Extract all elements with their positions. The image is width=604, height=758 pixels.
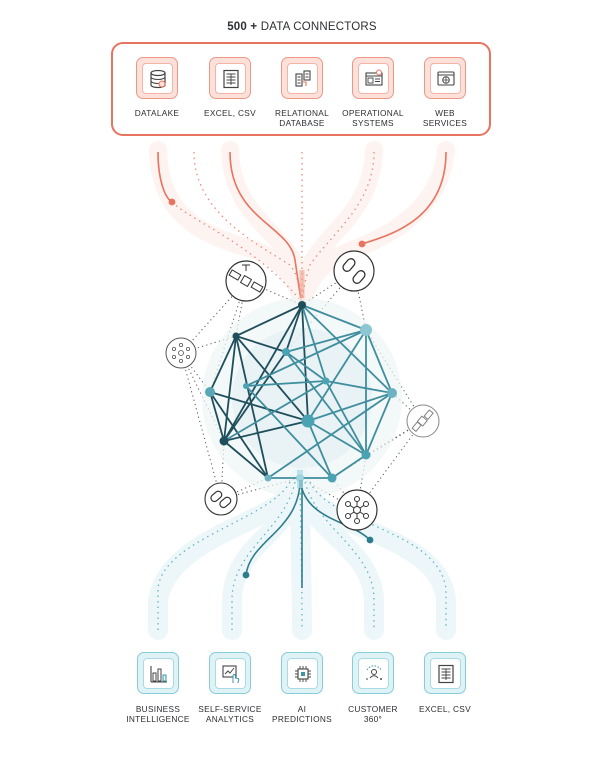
customer-360-icon [365,664,382,680]
satellite-hub-bottom [336,489,378,531]
spreadsheet-icon [437,664,454,683]
output-tile-excel-csv[interactable] [424,652,466,694]
database-icon [149,69,166,88]
operational-systems-icon [364,69,383,86]
relational-database-icon [294,69,311,87]
satellite-link-top [333,250,375,292]
spreadsheet-icon [222,69,239,88]
output-endpoint-dot [366,536,374,544]
output-tile-self-service-analytics[interactable] [209,652,251,694]
source-tile-excel-csv[interactable] [209,57,251,99]
hub-network-icon [171,342,190,363]
ai-chip-icon [294,665,311,682]
output-tile-business-intelligence[interactable] [137,652,179,694]
source-endpoint-dot [358,240,366,248]
source-tile-relational-database[interactable] [281,57,323,99]
network-edges [209,304,393,479]
satellite-icon [411,409,434,432]
satellite-satellite-right [406,404,440,438]
output-tile-ai-predictions[interactable] [281,652,323,694]
bar-chart-icon [149,665,167,683]
title-text: DATA CONNECTORS [260,21,377,33]
web-browser-icon [436,70,455,86]
output-label-excel-csv: EXCEL, CSV [419,704,471,714]
source-endpoint-dot [168,198,176,206]
output-tile-customer-360[interactable] [352,652,394,694]
output-label-self-service-analytics: SELF-SERVICE ANALYTICS [198,704,262,724]
output-label-customer-360: CUSTOMER 360° [348,704,398,724]
title-count: 500 + [227,21,258,33]
source-label-relational-database: RELATIONAL DATABASE [274,108,330,128]
source-tile-operational-systems[interactable] [352,57,394,99]
output-endpoint-dot [242,571,250,579]
source-tile-datalake[interactable] [136,57,178,99]
source-label-excel-csv: EXCEL, CSV [204,108,256,118]
satellite-hub-left [165,337,197,369]
source-label-web-services: WEB SERVICES [422,108,468,128]
source-label-operational-systems: OPERATIONAL SYSTEMS [342,108,404,128]
source-label-datalake: DATALAKE [134,108,180,118]
satellite-satellite-top [225,260,267,302]
data-sources-panel [111,42,491,136]
hub-network-icon [345,496,369,524]
output-label-ai-predictions: AI PREDICTIONS [271,704,332,724]
satellite-icon [228,264,264,293]
source-tile-web-services[interactable] [424,57,466,99]
output-solid-lines [245,479,371,588]
output-label-business-intelligence: BUSINESS INTELLIGENCE [126,704,190,724]
link-chain-icon [210,490,232,509]
satellite-link-bottom [204,482,238,516]
page-title: 500 + DATA CONNECTORS [0,21,604,33]
analytics-touch-icon [221,664,239,683]
output-dotted-lines [157,481,447,631]
link-chain-icon [342,258,366,284]
